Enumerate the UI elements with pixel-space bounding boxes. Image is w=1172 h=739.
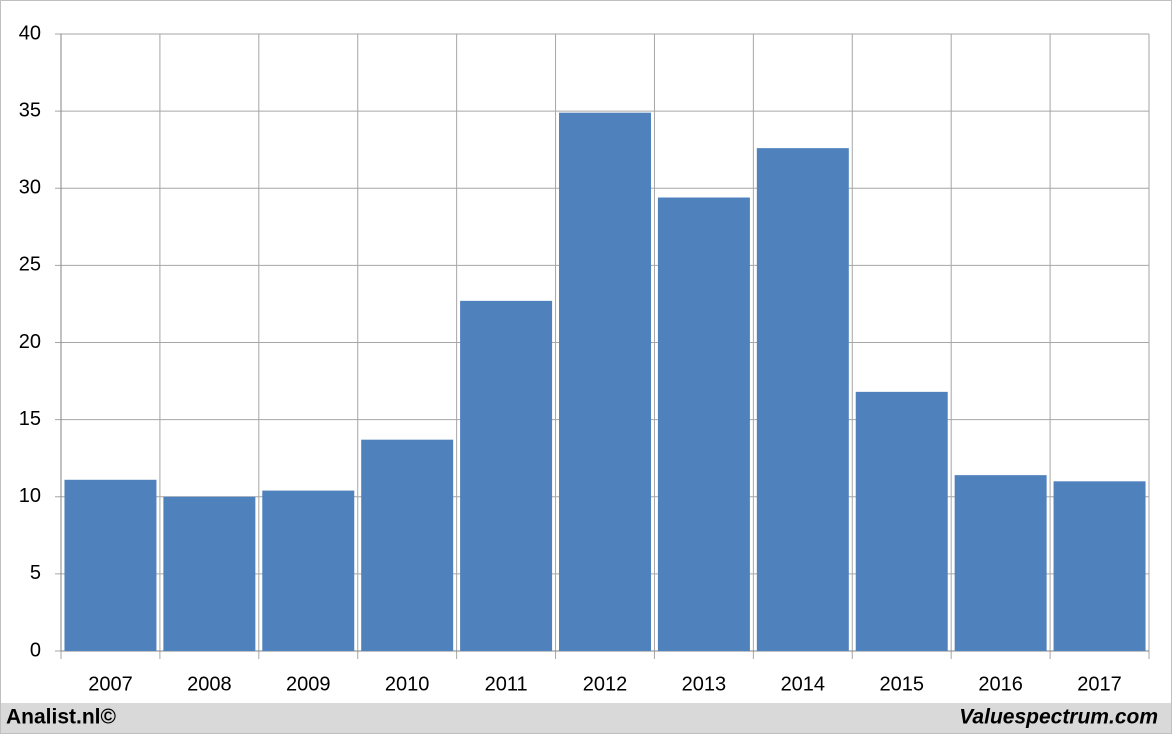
x-tick-label: 2016 <box>978 673 1023 695</box>
bar <box>163 496 256 651</box>
bar <box>954 475 1047 651</box>
y-tick-label: 5 <box>30 562 41 584</box>
y-tick-label: 40 <box>19 22 41 44</box>
x-tick-label: 2009 <box>286 673 331 695</box>
bar <box>756 148 849 651</box>
bar <box>460 300 553 651</box>
bar <box>361 439 454 651</box>
x-tick-label: 2012 <box>583 673 628 695</box>
bar <box>559 112 651 652</box>
x-tick-label: 2010 <box>385 673 430 695</box>
y-tick-label: 0 <box>30 639 41 661</box>
y-tick-label: 20 <box>19 331 41 353</box>
x-tick-label: 2014 <box>781 673 826 695</box>
bar <box>1053 481 1146 651</box>
bar <box>855 391 948 651</box>
footer-left: Analist.nl© <box>6 706 117 729</box>
x-tick-label: 2008 <box>187 673 232 695</box>
x-tick-label: 2013 <box>682 673 727 695</box>
x-tick-label: 2011 <box>485 673 528 695</box>
y-tick-label: 35 <box>19 99 41 121</box>
x-tick-label: 2017 <box>1077 673 1122 695</box>
y-tick-label: 30 <box>19 177 41 199</box>
bar <box>64 479 157 651</box>
x-tick-label: 2007 <box>88 673 133 695</box>
y-tick-label: 10 <box>19 485 41 507</box>
y-tick-label: 15 <box>19 408 41 430</box>
footer-band <box>1 703 1171 733</box>
y-tick-label: 25 <box>19 254 41 276</box>
bar <box>262 490 355 651</box>
x-tick-label: 2015 <box>879 673 924 695</box>
footer-right: Valuespectrum.com <box>959 706 1158 729</box>
bar <box>657 197 750 651</box>
